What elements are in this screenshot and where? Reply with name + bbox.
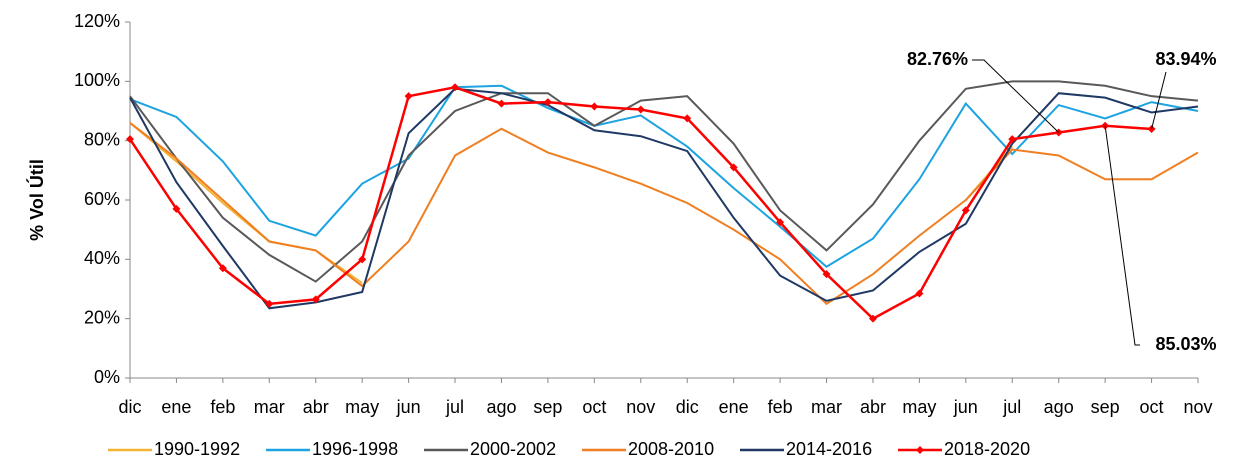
- annotation: 85.03%: [1155, 334, 1216, 354]
- series-marker: [636, 105, 645, 114]
- x-tick-label: jun: [953, 397, 978, 417]
- series-marker: [776, 218, 785, 227]
- x-tick-label: oct: [1140, 397, 1164, 417]
- series-marker: [868, 314, 877, 323]
- y-tick-label: 60%: [84, 189, 120, 209]
- x-tick-label: dic: [676, 397, 699, 417]
- x-tick-label: oct: [582, 397, 606, 417]
- annotation-leader: [1104, 125, 1140, 346]
- series-marker: [358, 255, 367, 264]
- x-tick-label: may: [902, 397, 936, 417]
- y-tick-label: 20%: [84, 307, 120, 327]
- legend-label: 2018-2020: [944, 439, 1030, 459]
- y-axis-label: % Vol Útil: [26, 159, 47, 241]
- series-marker: [126, 135, 134, 144]
- series-marker: [822, 270, 831, 279]
- x-tick-label: ene: [161, 397, 191, 417]
- annotation-leader: [1151, 71, 1167, 130]
- x-tick-label: mar: [254, 397, 285, 417]
- y-tick-label: 40%: [84, 248, 120, 268]
- series-marker: [497, 99, 506, 108]
- x-tick-label: ago: [1044, 397, 1074, 417]
- x-tick-label: jul: [445, 397, 464, 417]
- x-tick-label: dic: [118, 397, 141, 417]
- x-tick-label: feb: [210, 397, 235, 417]
- x-tick-label: jun: [396, 397, 421, 417]
- series-marker: [543, 98, 552, 107]
- y-tick-label: 120%: [74, 11, 120, 31]
- series-marker: [915, 289, 924, 298]
- annotation-leader: [972, 59, 1060, 133]
- legend-marker: [916, 446, 924, 454]
- series-line: [129, 122, 1014, 284]
- legend-label: 2008-2010: [628, 439, 714, 459]
- annotation: 82.76%: [907, 49, 968, 69]
- series-marker: [172, 204, 181, 213]
- legend-label: 1996-1998: [312, 439, 398, 459]
- x-tick-label: ene: [719, 397, 749, 417]
- x-tick-label: jul: [1002, 397, 1021, 417]
- y-tick-label: 0%: [94, 367, 120, 387]
- series-line: [129, 84, 1199, 268]
- y-tick-label: 80%: [84, 129, 120, 149]
- y-tick-label: 100%: [74, 70, 120, 90]
- x-tick-label: may: [345, 397, 379, 417]
- legend-label: 2000-2002: [470, 439, 556, 459]
- series-marker: [218, 264, 227, 273]
- series-line: [129, 122, 1199, 306]
- x-tick-label: sep: [1091, 397, 1120, 417]
- x-tick-label: nov: [626, 397, 655, 417]
- x-tick-label: feb: [768, 397, 793, 417]
- series-marker: [265, 299, 274, 308]
- annotation: 83.94%: [1155, 49, 1216, 69]
- series-marker: [451, 83, 460, 92]
- series-marker: [311, 295, 320, 304]
- series-line: [129, 87, 1199, 310]
- series-marker: [961, 206, 970, 215]
- x-tick-label: abr: [860, 397, 886, 417]
- x-tick-label: abr: [303, 397, 329, 417]
- x-tick-label: sep: [533, 397, 562, 417]
- series-marker: [590, 102, 599, 111]
- x-tick-label: ago: [486, 397, 516, 417]
- legend-label: 2014-2016: [786, 439, 872, 459]
- series-marker: [404, 92, 413, 101]
- series-marker: [729, 163, 738, 172]
- series-marker: [1008, 135, 1017, 144]
- x-tick-label: mar: [811, 397, 842, 417]
- series-line: [128, 85, 1152, 321]
- series-marker: [683, 114, 692, 123]
- legend-label: 1990-1992: [154, 439, 240, 459]
- x-tick-label: nov: [1183, 397, 1212, 417]
- series-line: [129, 80, 1199, 283]
